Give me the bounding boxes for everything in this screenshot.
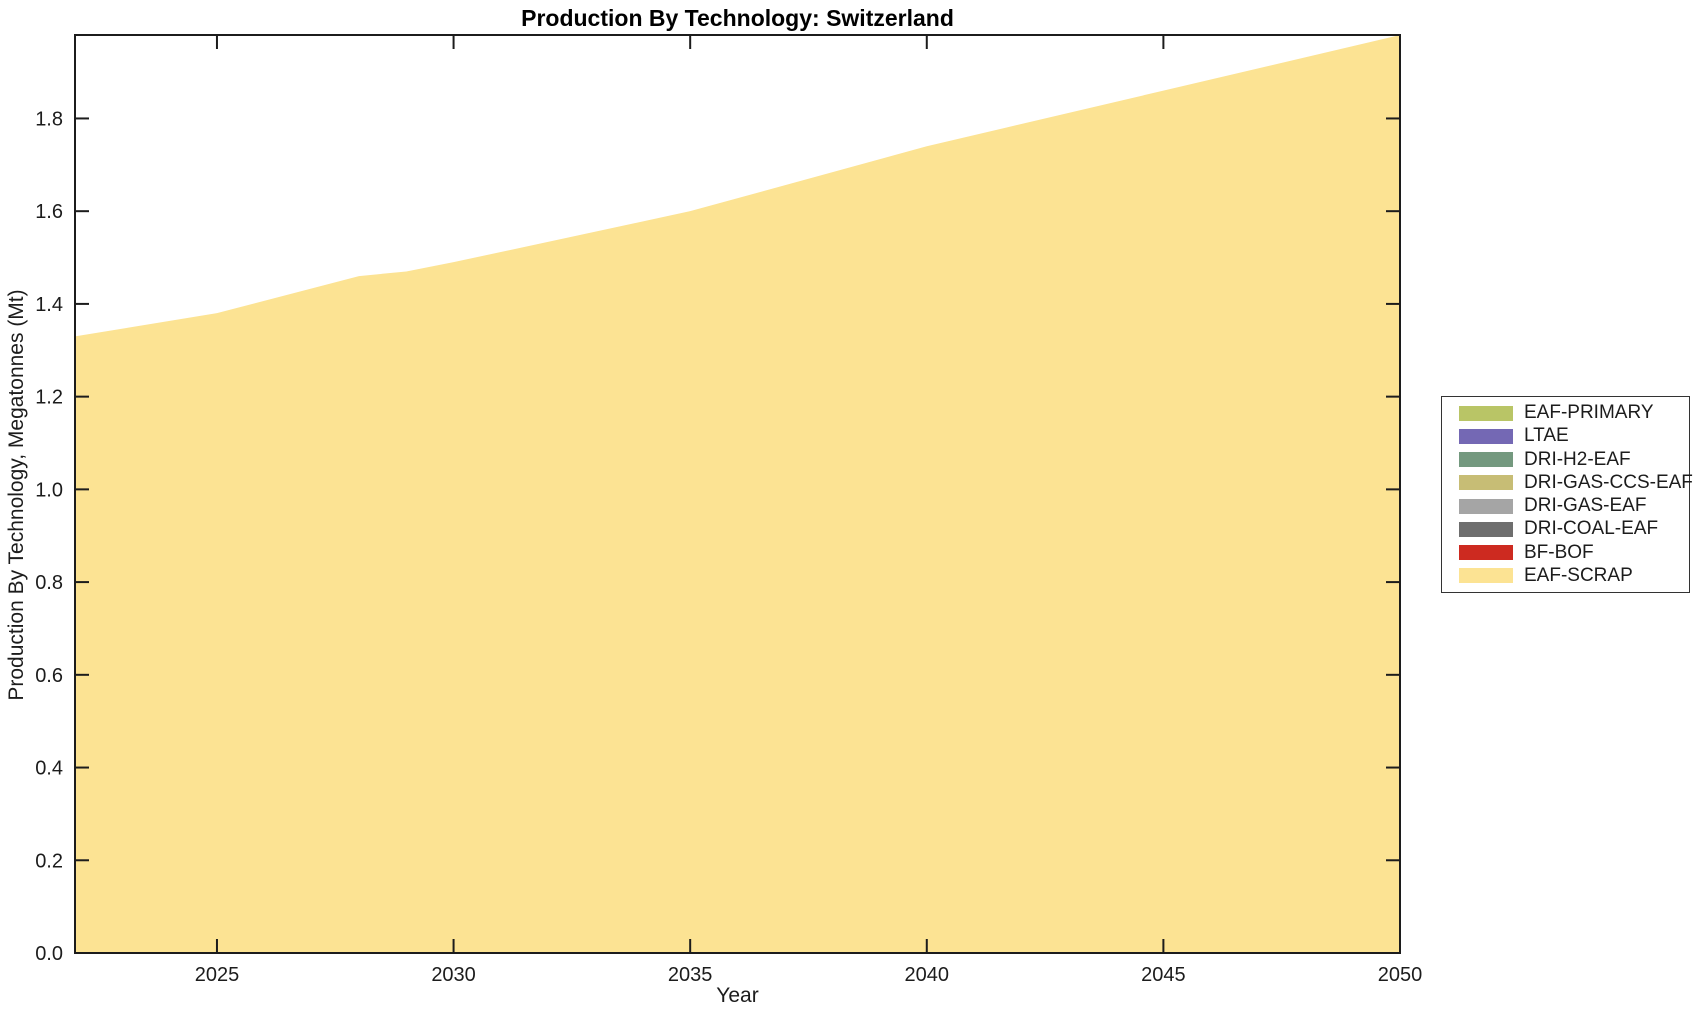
legend-item-dri-coal-eaf: DRI-COAL-EAF xyxy=(1442,518,1689,540)
x-tick-label: 2050 xyxy=(1378,964,1423,986)
legend-item-ltae: LTAE xyxy=(1442,425,1689,447)
legend-label: DRI-COAL-EAF xyxy=(1524,518,1659,540)
y-tick-label: 0.2 xyxy=(35,850,63,872)
legend-item-eaf-primary: EAF-PRIMARY xyxy=(1442,402,1689,424)
legend-item-dri-gas-ccs-eaf: DRI-GAS-CCS-EAF xyxy=(1442,472,1693,494)
x-axis-label: Year xyxy=(716,984,759,1007)
x-tick-label: 2040 xyxy=(905,964,950,986)
plot-border xyxy=(74,34,1401,954)
legend-label: DRI-GAS-EAF xyxy=(1524,495,1647,517)
y-axis-label: Production By Technology, Megatonnes (Mt… xyxy=(5,289,28,701)
legend-swatch-bf-bof xyxy=(1459,545,1513,561)
x-tick-label: 2025 xyxy=(195,964,240,986)
legend-item-bf-bof: BF-BOF xyxy=(1442,542,1689,564)
y-tick-label: 0.4 xyxy=(35,758,63,780)
legend-swatch-eaf-scrap xyxy=(1459,568,1513,584)
y-tick-label: 1.6 xyxy=(35,201,63,223)
y-tick-label: 1.8 xyxy=(35,108,63,130)
y-tick-label: 1.4 xyxy=(35,294,63,316)
legend-swatch-eaf-primary xyxy=(1459,405,1513,421)
legend-label: EAF-PRIMARY xyxy=(1524,402,1654,424)
x-tick-label: 2045 xyxy=(1141,964,1186,986)
legend-item-eaf-scrap: EAF-SCRAP xyxy=(1442,565,1689,587)
legend-item-dri-gas-eaf: DRI-GAS-EAF xyxy=(1442,495,1689,517)
legend-swatch-dri-h2-eaf xyxy=(1459,452,1513,468)
legend-label: BF-BOF xyxy=(1524,541,1594,563)
legend-label: LTAE xyxy=(1524,425,1569,447)
legend-label: DRI-GAS-CCS-EAF xyxy=(1524,471,1693,493)
area-series-eaf-scrap xyxy=(75,35,1400,953)
legend-swatch-dri-gas-eaf xyxy=(1459,498,1513,514)
y-tick-label: 0.0 xyxy=(35,943,63,965)
legend-swatch-ltae xyxy=(1459,428,1513,444)
x-tick-label: 2035 xyxy=(668,964,713,986)
legend-label: DRI-H2-EAF xyxy=(1524,448,1631,470)
y-tick-label: 0.6 xyxy=(35,665,63,687)
legend-label: EAF-SCRAP xyxy=(1524,564,1633,586)
y-tick-label: 1.0 xyxy=(35,479,63,501)
y-tick-label: 1.2 xyxy=(35,387,63,409)
chart-title: Production By Technology: Switzerland xyxy=(521,5,954,31)
legend-swatch-dri-coal-eaf xyxy=(1459,521,1513,537)
x-tick-label: 2030 xyxy=(431,964,476,986)
y-tick-label: 0.8 xyxy=(35,572,63,594)
legend-swatch-dri-gas-ccs-eaf xyxy=(1459,475,1513,491)
legend-item-dri-h2-eaf: DRI-H2-EAF xyxy=(1442,449,1689,471)
legend: EAF-PRIMARY LTAE DRI-H2-EAF DRI-GAS-CCS-EAF… xyxy=(1441,396,1693,593)
